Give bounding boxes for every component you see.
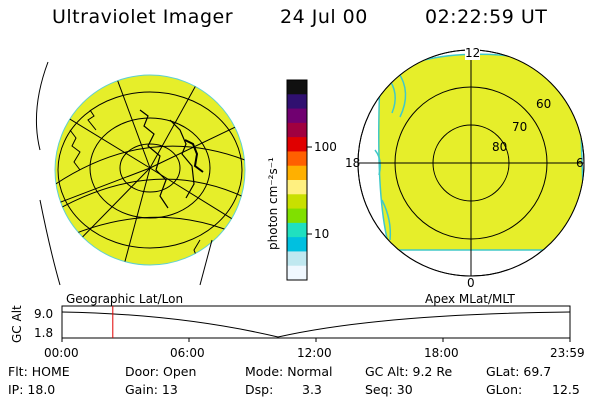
date-label: 24 Jul 00: [280, 6, 368, 28]
info-glon-label: GLon:: [486, 382, 523, 397]
colorbar-segment: [287, 265, 307, 281]
colorbar-segment: [287, 165, 307, 181]
colorbar-tick-10: 10: [314, 227, 330, 241]
colorbar-segment: [287, 80, 307, 95]
colorbar-segment: [287, 237, 307, 252]
mlt-label-12: 12: [465, 46, 481, 60]
timeline-tick-1200: 12:00: [297, 346, 332, 360]
colorbar-tick-100: 100: [314, 140, 337, 154]
mlat-label-80: 80: [492, 140, 508, 154]
left-panel-caption: Geographic Lat/Lon: [66, 292, 184, 306]
mlat-label-60: 60: [536, 97, 552, 111]
altitude-timeline: [61, 305, 571, 342]
info-mode: Mode: Normal: [245, 364, 333, 379]
colorbar-segment: [287, 137, 307, 152]
info-seq: Seq: 30: [365, 382, 413, 397]
timeline-tick-1800: 18:00: [424, 346, 459, 360]
info-ip: IP: 18.0: [8, 382, 56, 397]
timeline-tick-0600: 06:00: [170, 346, 205, 360]
info-flight: Flt: HOME: [8, 364, 70, 379]
timeline-y-top: 9.0: [34, 307, 54, 321]
timeline-tick-0000: 00:00: [44, 346, 79, 360]
info-door: Door: Open: [125, 364, 197, 379]
colorbar-segment: [287, 180, 307, 195]
timeline-tick-2359: 23:59: [550, 346, 585, 360]
mlt-label-0: 0: [467, 276, 475, 290]
mlt-label-18: 18: [345, 156, 361, 170]
colorbar-segment: [287, 251, 307, 267]
geographic-map: [35, 61, 246, 286]
timeline-axis-label: GC Alt: [10, 305, 24, 343]
mlt-label-6: 6: [576, 156, 584, 170]
info-gain: Gain: 13: [125, 382, 178, 397]
info-gc-alt: GC Alt: 9.2 Re: [365, 364, 453, 379]
timeline-y-bottom: 1.8: [34, 326, 54, 340]
colorbar-segment: [287, 194, 307, 210]
info-dsp-value: 3.3: [302, 382, 322, 397]
colorbar-segment: [287, 151, 307, 167]
app-title: Ultraviolet Imager: [52, 6, 234, 28]
colorbar: [286, 79, 312, 281]
colorbar-segment: [287, 222, 307, 238]
colorbar-segment: [287, 208, 307, 224]
right-panel-caption: Apex MLat/MLT: [425, 292, 515, 306]
info-glat: GLat: 69.7: [486, 364, 552, 379]
polar-plot: [357, 49, 585, 277]
info-glon-value: 12.5: [552, 382, 580, 397]
colorbar-segment: [287, 122, 307, 138]
colorbar-segment: [287, 108, 307, 124]
info-dsp-label: Dsp:: [245, 382, 274, 397]
time-label: 02:22:59 UT: [425, 6, 548, 28]
colorbar-segment: [287, 94, 307, 110]
colorbar-unit-label: photon cm⁻²s⁻¹: [266, 157, 280, 250]
mlat-label-70: 70: [512, 120, 528, 134]
